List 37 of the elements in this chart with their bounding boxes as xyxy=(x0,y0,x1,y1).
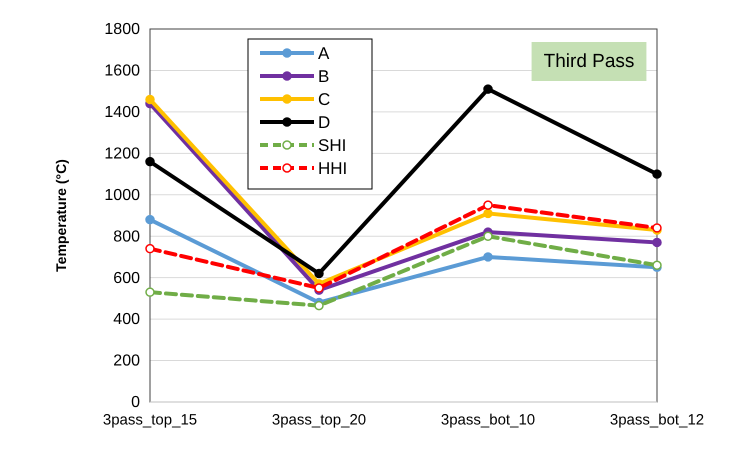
legend-label: B xyxy=(318,67,330,86)
x-tick-label: 3pass_bot_10 xyxy=(440,412,536,429)
legend-label: HHI xyxy=(318,159,348,178)
point xyxy=(314,268,324,278)
point xyxy=(145,214,155,224)
point xyxy=(483,84,493,94)
point xyxy=(652,260,662,270)
legend-label: SHI xyxy=(318,136,346,155)
x-tick-label: 3pass_bot_12 xyxy=(610,412,704,429)
annotation: Third Pass xyxy=(544,51,634,72)
y-tick-label: 400 xyxy=(113,311,140,328)
legend-label: A xyxy=(318,44,330,63)
y-tick-label: 1000 xyxy=(104,186,140,204)
y-axis-title: Temperature (°C) xyxy=(53,159,69,272)
y-tick-label: 200 xyxy=(113,352,140,370)
point xyxy=(483,231,493,241)
point xyxy=(145,287,155,297)
y-tick-label: 1200 xyxy=(104,145,140,162)
point xyxy=(483,252,493,262)
y-tick-label: 1800 xyxy=(104,21,140,38)
point xyxy=(145,156,155,166)
point xyxy=(483,208,493,218)
legend-label: C xyxy=(318,90,330,109)
point xyxy=(652,238,662,248)
x-tick-label: 3pass_top_20 xyxy=(272,412,366,429)
y-tick-label: 1600 xyxy=(104,62,140,80)
x-tick-label: 3pass_top_15 xyxy=(102,412,198,429)
point xyxy=(314,300,324,310)
y-tick-label: 1400 xyxy=(104,104,140,122)
y-tick-label: 800 xyxy=(113,228,140,246)
point xyxy=(652,169,662,179)
y-tick-label: 0 xyxy=(131,394,140,412)
point xyxy=(483,200,493,210)
legend-label: D xyxy=(318,113,330,132)
y-tick-label: 600 xyxy=(113,270,140,287)
point xyxy=(145,244,155,254)
point xyxy=(145,94,155,104)
